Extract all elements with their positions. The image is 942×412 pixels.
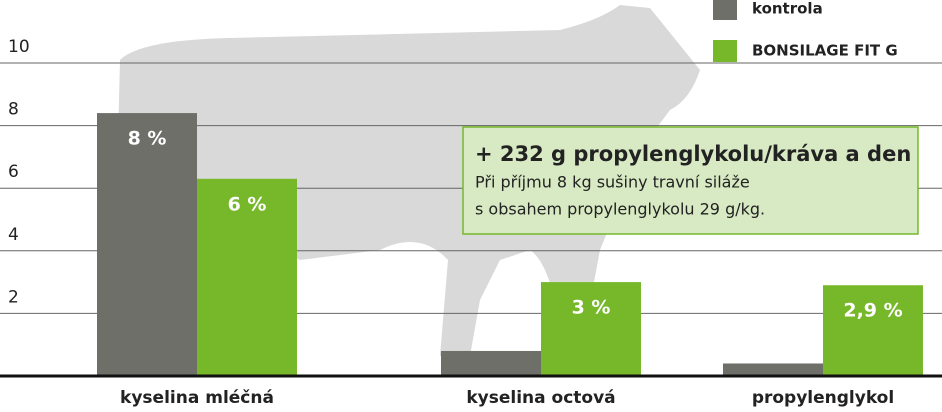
y-tick-label: 2	[8, 287, 19, 307]
x-tick-label: propylenglykol	[752, 388, 894, 408]
value-label: 3 %	[572, 297, 611, 319]
legend-swatch	[713, 0, 737, 20]
legend-label: kontrola	[752, 0, 823, 18]
annotation-title: + 232 g propylenglykolu/kráva a den	[475, 142, 911, 166]
value-label: 2,9 %	[843, 300, 902, 322]
annotation-line: Při příjmu 8 kg sušiny travní siláže	[475, 173, 750, 192]
bar	[97, 113, 197, 376]
legend-swatch	[713, 40, 737, 62]
chart: + 232 g propylenglykolu/kráva a den Při …	[0, 0, 942, 412]
y-tick-label: 10	[8, 37, 30, 57]
bar	[723, 363, 823, 376]
value-label: 6 %	[228, 193, 267, 215]
x-tick-label: kyselina mléčná	[120, 388, 274, 408]
bar	[441, 351, 541, 376]
y-tick-label: 8	[8, 100, 19, 120]
y-tick-label: 6	[8, 162, 19, 182]
annotation-line: s obsahem propylenglykolu 29 g/kg.	[475, 200, 765, 219]
x-tick-label: kyselina octová	[466, 388, 615, 408]
value-label: 8 %	[128, 128, 167, 150]
legend-label: BONSILAGE FIT G	[752, 42, 898, 60]
y-tick-label: 4	[8, 225, 19, 245]
